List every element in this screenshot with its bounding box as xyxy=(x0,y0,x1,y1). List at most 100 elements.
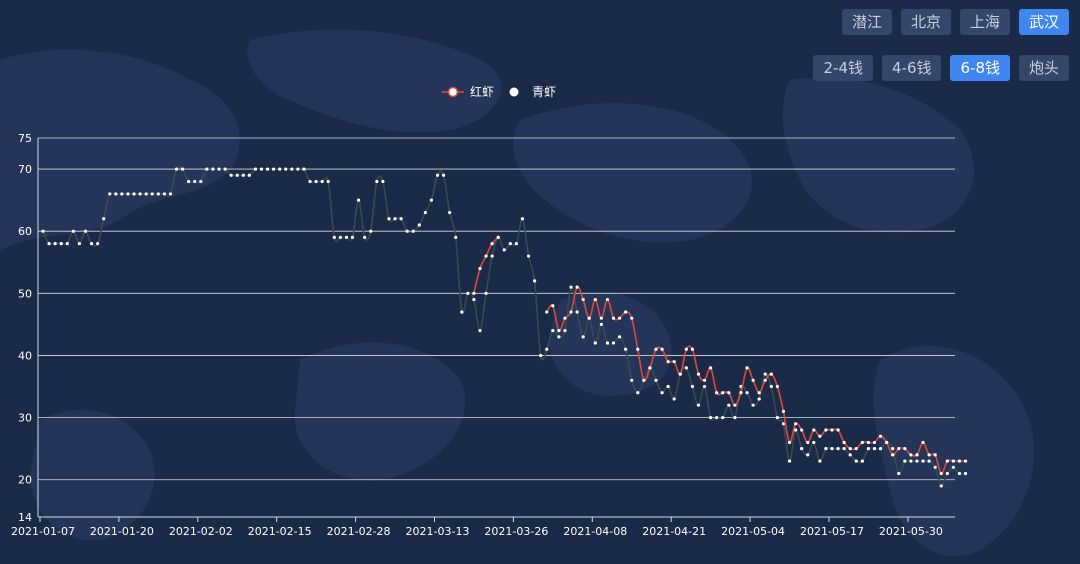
data-point-red[interactable] xyxy=(484,254,488,258)
data-point-red[interactable] xyxy=(891,453,895,457)
data-point-red[interactable] xyxy=(587,316,591,320)
data-point-green[interactable] xyxy=(59,242,63,246)
data-point-green[interactable] xyxy=(763,372,767,376)
data-point-green[interactable] xyxy=(502,248,506,252)
legend-item-1[interactable]: 青虾 xyxy=(509,85,557,99)
data-point-green[interactable] xyxy=(290,167,294,171)
data-point-green[interactable] xyxy=(593,341,597,345)
data-point-green[interactable] xyxy=(557,335,561,339)
data-point-green[interactable] xyxy=(630,378,634,382)
data-point-green[interactable] xyxy=(77,242,82,246)
data-point-green[interactable] xyxy=(611,341,616,345)
data-point-green[interactable] xyxy=(441,173,446,177)
data-point-red[interactable] xyxy=(915,453,919,457)
data-point-green[interactable] xyxy=(617,335,622,339)
data-point-green[interactable] xyxy=(205,167,209,171)
data-point-red[interactable] xyxy=(781,409,786,413)
data-point-red[interactable] xyxy=(769,372,773,376)
data-point-green[interactable] xyxy=(429,198,434,202)
data-point-green[interactable] xyxy=(156,192,160,196)
data-point-green[interactable] xyxy=(466,291,470,295)
data-point-green[interactable] xyxy=(848,453,852,457)
data-point-red[interactable] xyxy=(854,447,858,451)
data-point-red[interactable] xyxy=(666,360,670,364)
data-point-red[interactable] xyxy=(945,459,949,463)
data-point-green[interactable] xyxy=(89,242,94,246)
data-point-red[interactable] xyxy=(557,329,561,333)
data-point-red[interactable] xyxy=(727,391,731,395)
data-point-red[interactable] xyxy=(793,422,798,426)
data-point-green[interactable] xyxy=(114,192,118,196)
data-point-red[interactable] xyxy=(800,428,804,432)
data-point-green[interactable] xyxy=(533,279,537,283)
data-point-red[interactable] xyxy=(842,440,846,445)
size-button-2[interactable]: 6-8钱 xyxy=(950,55,1010,81)
data-point-red[interactable] xyxy=(611,316,616,320)
data-point-green[interactable] xyxy=(253,167,258,171)
data-point-green[interactable] xyxy=(860,459,864,463)
data-point-green[interactable] xyxy=(806,453,810,457)
data-point-green[interactable] xyxy=(866,447,871,451)
data-point-green[interactable] xyxy=(654,378,658,382)
data-point-red[interactable] xyxy=(745,366,749,370)
data-point-green[interactable] xyxy=(551,329,555,333)
data-point-red[interactable] xyxy=(836,428,840,432)
data-point-green[interactable] xyxy=(824,447,828,451)
data-point-green[interactable] xyxy=(96,242,100,246)
data-point-red[interactable] xyxy=(812,428,816,432)
data-point-green[interactable] xyxy=(399,217,403,221)
data-point-green[interactable] xyxy=(800,447,804,451)
data-point-red[interactable] xyxy=(702,378,707,382)
data-point-red[interactable] xyxy=(721,391,725,395)
data-point-red[interactable] xyxy=(660,347,664,351)
data-point-red[interactable] xyxy=(951,459,955,463)
data-point-green[interactable] xyxy=(405,229,409,233)
data-point-green[interactable] xyxy=(71,229,75,233)
data-point-red[interactable] xyxy=(921,440,925,445)
data-point-red[interactable] xyxy=(897,447,901,451)
data-point-green[interactable] xyxy=(344,235,349,240)
data-point-green[interactable] xyxy=(520,217,525,221)
data-point-red[interactable] xyxy=(472,291,476,295)
data-point-green[interactable] xyxy=(787,459,792,463)
data-point-green[interactable] xyxy=(581,335,585,339)
data-point-red[interactable] xyxy=(878,434,883,438)
data-point-red[interactable] xyxy=(624,310,628,314)
data-point-green[interactable] xyxy=(897,471,901,476)
data-point-green[interactable] xyxy=(514,242,519,246)
data-point-green[interactable] xyxy=(217,167,221,171)
data-point-green[interactable] xyxy=(830,447,834,451)
data-point-red[interactable] xyxy=(648,366,652,370)
data-point-green[interactable] xyxy=(132,192,136,196)
data-point-red[interactable] xyxy=(751,378,755,382)
data-point-green[interactable] xyxy=(715,415,719,420)
data-point-red[interactable] xyxy=(496,235,500,240)
data-point-red[interactable] xyxy=(733,403,737,407)
data-point-green[interactable] xyxy=(47,242,51,246)
data-point-green[interactable] xyxy=(545,347,549,351)
data-point-red[interactable] xyxy=(605,297,610,302)
data-point-red[interactable] xyxy=(933,453,937,457)
data-point-green[interactable] xyxy=(41,229,45,233)
data-point-green[interactable] xyxy=(241,173,245,177)
data-point-green[interactable] xyxy=(363,235,367,240)
data-point-green[interactable] xyxy=(357,198,361,202)
data-point-green[interactable] xyxy=(909,459,913,463)
data-point-green[interactable] xyxy=(259,167,264,171)
data-point-red[interactable] xyxy=(709,366,713,370)
data-point-red[interactable] xyxy=(478,266,482,271)
data-point-green[interactable] xyxy=(162,192,166,196)
data-point-green[interactable] xyxy=(423,210,427,215)
data-point-green[interactable] xyxy=(83,229,88,233)
data-point-red[interactable] xyxy=(690,347,695,351)
region-button-1[interactable]: 北京 xyxy=(900,9,951,35)
data-point-green[interactable] xyxy=(575,310,579,314)
data-point-red[interactable] xyxy=(763,378,767,382)
data-point-green[interactable] xyxy=(296,167,300,171)
data-point-green[interactable] xyxy=(666,384,670,389)
data-point-green[interactable] xyxy=(733,415,737,420)
data-point-red[interactable] xyxy=(866,440,871,445)
data-point-green[interactable] xyxy=(350,235,355,240)
data-point-green[interactable] xyxy=(812,440,816,445)
data-point-green[interactable] xyxy=(332,235,336,240)
